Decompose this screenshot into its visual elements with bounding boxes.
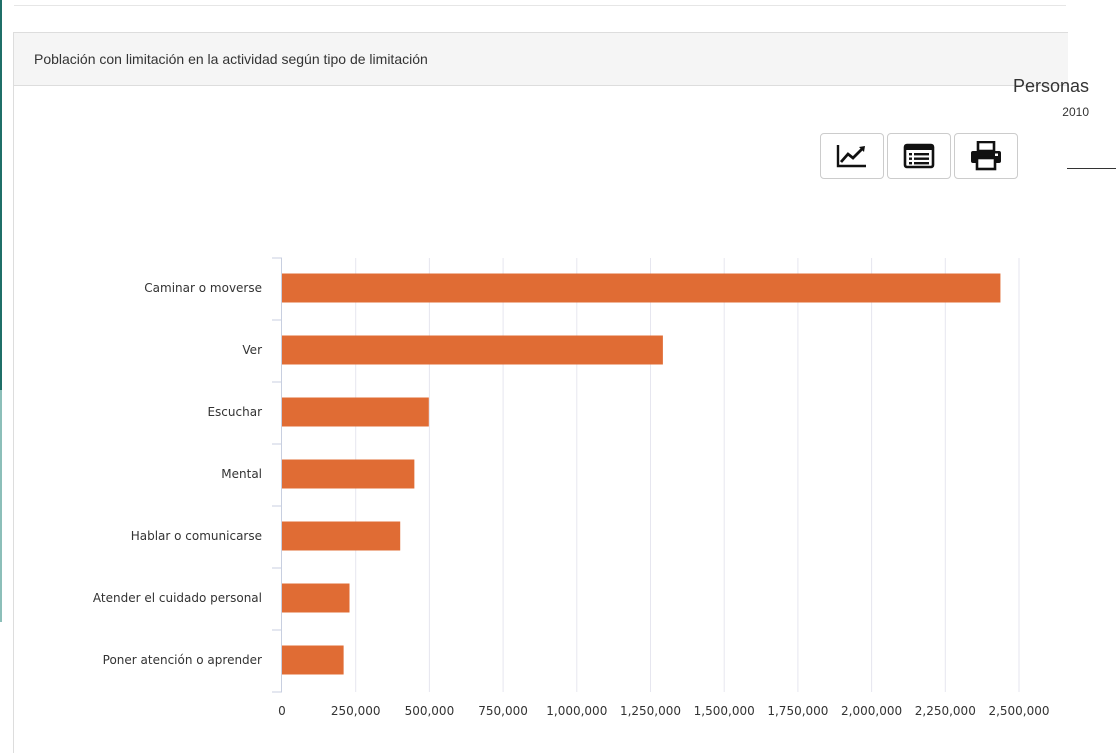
print-icon: [971, 141, 1001, 171]
x-axis-tick-labels: 0 250,000 500,000 750,000 1,000,000 1,250,000…: [278, 704, 1049, 718]
side-connector-line: [1067, 168, 1116, 169]
top-divider: [14, 5, 1066, 6]
left-accent-bar: [0, 0, 2, 390]
bar[interactable]: [282, 273, 1001, 303]
category-label: Atender el cuidado personal: [93, 591, 262, 605]
bars: [282, 273, 1001, 675]
line-chart-button[interactable]: [820, 133, 884, 179]
bar-chart: Caminar o moverse Ver Escuchar Mental Hablar…: [93, 257, 1050, 718]
x-tick-label: 500,000: [405, 704, 455, 718]
left-accent-bar-light: [0, 390, 2, 622]
x-tick-label: 2,500,000: [988, 704, 1049, 718]
x-tick-label: 2,000,000: [841, 704, 902, 718]
x-tick-label: 750,000: [478, 704, 528, 718]
category-label: Hablar o comunicarse: [131, 529, 262, 543]
line-chart-icon: [836, 145, 866, 168]
category-label: Escuchar: [207, 405, 262, 419]
category-label: Ver: [242, 343, 262, 357]
category-label: Mental: [221, 467, 262, 481]
year-label: 2010: [1062, 105, 1089, 119]
print-button[interactable]: [954, 133, 1018, 179]
bar[interactable]: [282, 583, 350, 613]
bar[interactable]: [282, 459, 415, 489]
bar[interactable]: [282, 397, 429, 427]
panel-title: Población con limitación en la actividad…: [34, 51, 428, 67]
x-tick-label: 250,000: [331, 704, 381, 718]
unit-label: Personas: [1012, 76, 1089, 96]
panel-header: Población con limitación en la actividad…: [14, 33, 1068, 86]
grid-lines: [272, 257, 1020, 693]
x-tick-label: 0: [278, 704, 286, 718]
x-tick-label: 1,250,000: [620, 704, 681, 718]
table-icon: [903, 143, 935, 169]
bar[interactable]: [282, 521, 401, 551]
x-tick-label: 1,750,000: [767, 704, 828, 718]
bar[interactable]: [282, 335, 663, 365]
x-tick-label: 2,250,000: [915, 704, 976, 718]
chart-toolbar: [820, 133, 1018, 179]
category-label: Poner atención o aprender: [103, 653, 262, 667]
category-labels: Caminar o moverse Ver Escuchar Mental Hablar…: [93, 281, 262, 667]
bar[interactable]: [282, 645, 344, 675]
table-button[interactable]: [887, 133, 951, 179]
category-label: Caminar o moverse: [144, 281, 262, 295]
x-tick-label: 1,500,000: [694, 704, 755, 718]
x-tick-label: 1,000,000: [546, 704, 607, 718]
